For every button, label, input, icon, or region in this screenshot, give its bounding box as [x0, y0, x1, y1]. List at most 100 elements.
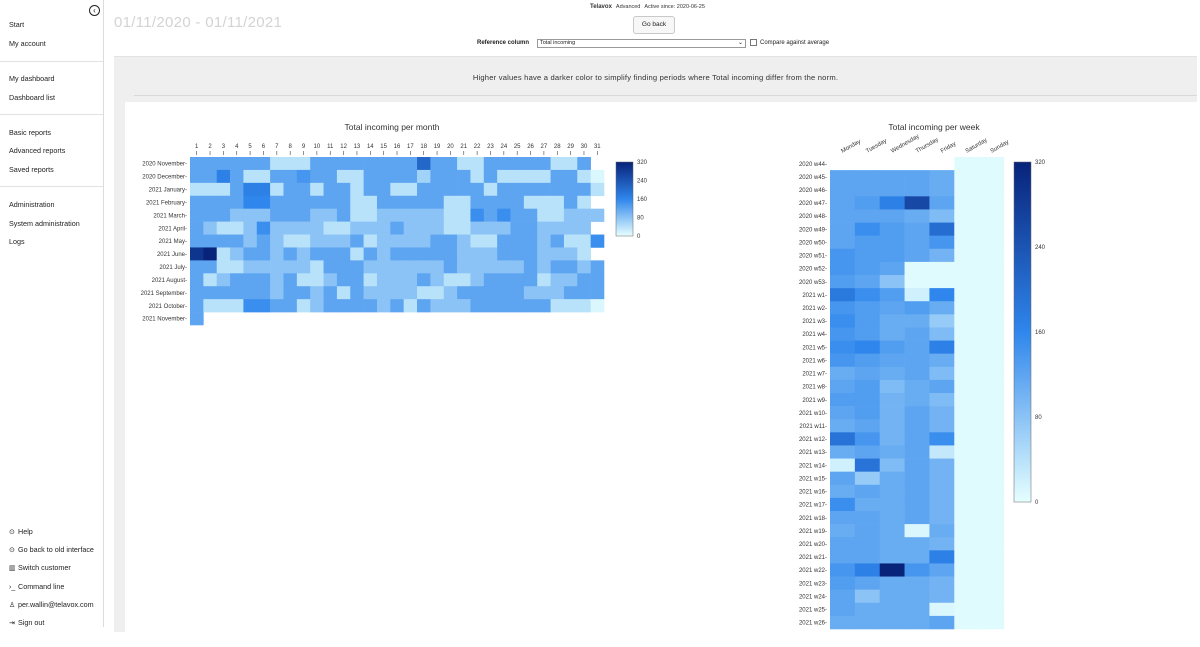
- heatmap-cell: [497, 182, 511, 197]
- heatmap-cell: [243, 299, 258, 313]
- reference-column-select[interactable]: Total incoming ⌄: [537, 39, 746, 48]
- heatmap-cell: [363, 299, 378, 313]
- heatmap-cell: [270, 208, 284, 222]
- heatmap-cell: [390, 299, 404, 313]
- heatmap-cell: [470, 157, 485, 171]
- collapse-sidebar-icon[interactable]: ‹: [89, 5, 100, 16]
- sidebar-item-old-interface[interactable]: ⊙ Go back to old interface: [9, 545, 94, 554]
- heatmap-cell: [497, 286, 511, 300]
- y-tick-label: 2021 w7-: [802, 372, 827, 378]
- sidebar-item-start[interactable]: Start: [9, 20, 25, 29]
- heatmap-cell: [457, 169, 471, 184]
- heatmap-cell: [537, 182, 551, 197]
- heatmap-cell: [954, 484, 980, 499]
- sidebar-item-sign-out[interactable]: ⇥ Sign out: [9, 618, 44, 627]
- heatmap-cell: [363, 169, 378, 184]
- heatmap-cell: [854, 314, 881, 328]
- sidebar-item-advanced-reports[interactable]: Advanced reports: [9, 146, 66, 155]
- heatmap-cell: [296, 195, 311, 209]
- heatmap-cell: [417, 157, 431, 171]
- heatmap-cell: [523, 247, 538, 261]
- page-title: 01/11/2020 - 01/11/2021: [114, 14, 283, 31]
- sidebar-item-basic-reports[interactable]: Basic reports: [9, 128, 51, 137]
- heatmap-cell: [854, 353, 881, 368]
- heatmap-cell: [336, 182, 351, 197]
- heatmap-cell: [310, 286, 324, 300]
- heatmap-cell: [310, 208, 324, 222]
- heatmap-cell: [457, 286, 471, 300]
- heatmap-cell: [830, 248, 856, 263]
- y-tick-label: 2021 w21-: [799, 555, 827, 561]
- heatmap-cell: [854, 471, 881, 486]
- heatmap-cell: [190, 234, 204, 248]
- heatmap-cell: [443, 247, 458, 261]
- heatmap-cell: [954, 379, 980, 394]
- heatmap-cell: [929, 406, 955, 420]
- heatmap-cell: [577, 273, 591, 287]
- y-tick-label: 2021 w9-: [802, 398, 827, 404]
- heatmap-cell: [350, 221, 364, 235]
- y-tick-label: 2021 w14-: [799, 463, 827, 469]
- heatmap-cell: [443, 221, 458, 235]
- heatmap-cell: [523, 208, 538, 222]
- heatmap-cell: [363, 221, 378, 235]
- sidebar-item-saved-reports[interactable]: Saved reports: [9, 165, 54, 174]
- heatmap-cell: [854, 288, 881, 302]
- heatmap-cell: [929, 563, 955, 577]
- heatmap-cell: [523, 157, 538, 171]
- heatmap-cell: [363, 157, 378, 171]
- sidebar-item-account[interactable]: ♙ per.wallin@telavox.com: [9, 600, 94, 609]
- sidebar-item-command-line[interactable]: ›_ Command line: [9, 582, 64, 591]
- heatmap-cell: [417, 286, 431, 300]
- heatmap-cell: [879, 537, 905, 551]
- heatmap-cell: [230, 157, 244, 171]
- heatmap-cell: [929, 602, 955, 617]
- go-back-button[interactable]: Go back: [633, 16, 675, 34]
- sidebar-item-help[interactable]: ⊙ Help: [9, 527, 33, 536]
- heatmap-cell: [243, 221, 258, 235]
- heatmap-cell: [417, 260, 431, 274]
- y-tick-label: 2021 w15-: [799, 476, 827, 482]
- heatmap-cell: [457, 182, 471, 197]
- heatmap-cell: [296, 299, 311, 313]
- sidebar-item-logs[interactable]: Logs: [9, 237, 25, 246]
- heatmap-cell: [523, 286, 538, 300]
- y-tick-label: 2021 w13-: [799, 450, 827, 456]
- sidebar-item-dashboard-list[interactable]: Dashboard list: [9, 93, 55, 102]
- sidebar-item-my-account[interactable]: My account: [9, 39, 46, 48]
- sidebar-item-my-dashboard[interactable]: My dashboard: [9, 74, 55, 83]
- heatmap-cell: [550, 234, 565, 248]
- heatmap-cell: [879, 196, 905, 210]
- heatmap-cell: [854, 511, 881, 525]
- y-tick-label: 2021 w8-: [802, 385, 827, 391]
- heatmap-cell: [216, 157, 231, 171]
- sidebar-item-switch-customer[interactable]: ▥ Switch customer: [9, 563, 71, 572]
- sidebar-item-administration[interactable]: Administration: [9, 200, 55, 209]
- x-tick-label: 6: [262, 144, 266, 150]
- heatmap-cell: [283, 169, 298, 184]
- heatmap-cell: [979, 209, 1005, 223]
- heatmap-cell: [350, 234, 364, 248]
- heatmap-cell: [323, 195, 338, 209]
- heatmap-cell: [443, 195, 458, 209]
- heatmap-cell: [497, 234, 511, 248]
- heatmap-cell: [470, 286, 485, 300]
- heatmap-cell: [979, 275, 1005, 289]
- heatmap-cell: [537, 195, 551, 209]
- heatmap-cell: [904, 379, 930, 394]
- heatmap-cell: [979, 183, 1005, 197]
- sidebar-item-system-administration[interactable]: System administration: [9, 219, 80, 228]
- heatmap-cell: [296, 208, 311, 222]
- y-tick-label: 2021 w19-: [799, 529, 827, 535]
- compare-average-checkbox[interactable]: [750, 39, 757, 46]
- heatmap-cell: [879, 353, 905, 368]
- heatmap-cell: [537, 260, 551, 274]
- heatmap-cell: [590, 286, 605, 300]
- heatmap-cell: [929, 511, 955, 525]
- heatmap-cell: [216, 299, 231, 313]
- heatmap-cell: [830, 563, 856, 577]
- y-tick-label: 2021 w2-: [802, 306, 827, 312]
- heatmap-cell: [256, 260, 271, 274]
- colorbar-tick-label: 160: [1035, 330, 1046, 336]
- heatmap-cell: [577, 208, 591, 222]
